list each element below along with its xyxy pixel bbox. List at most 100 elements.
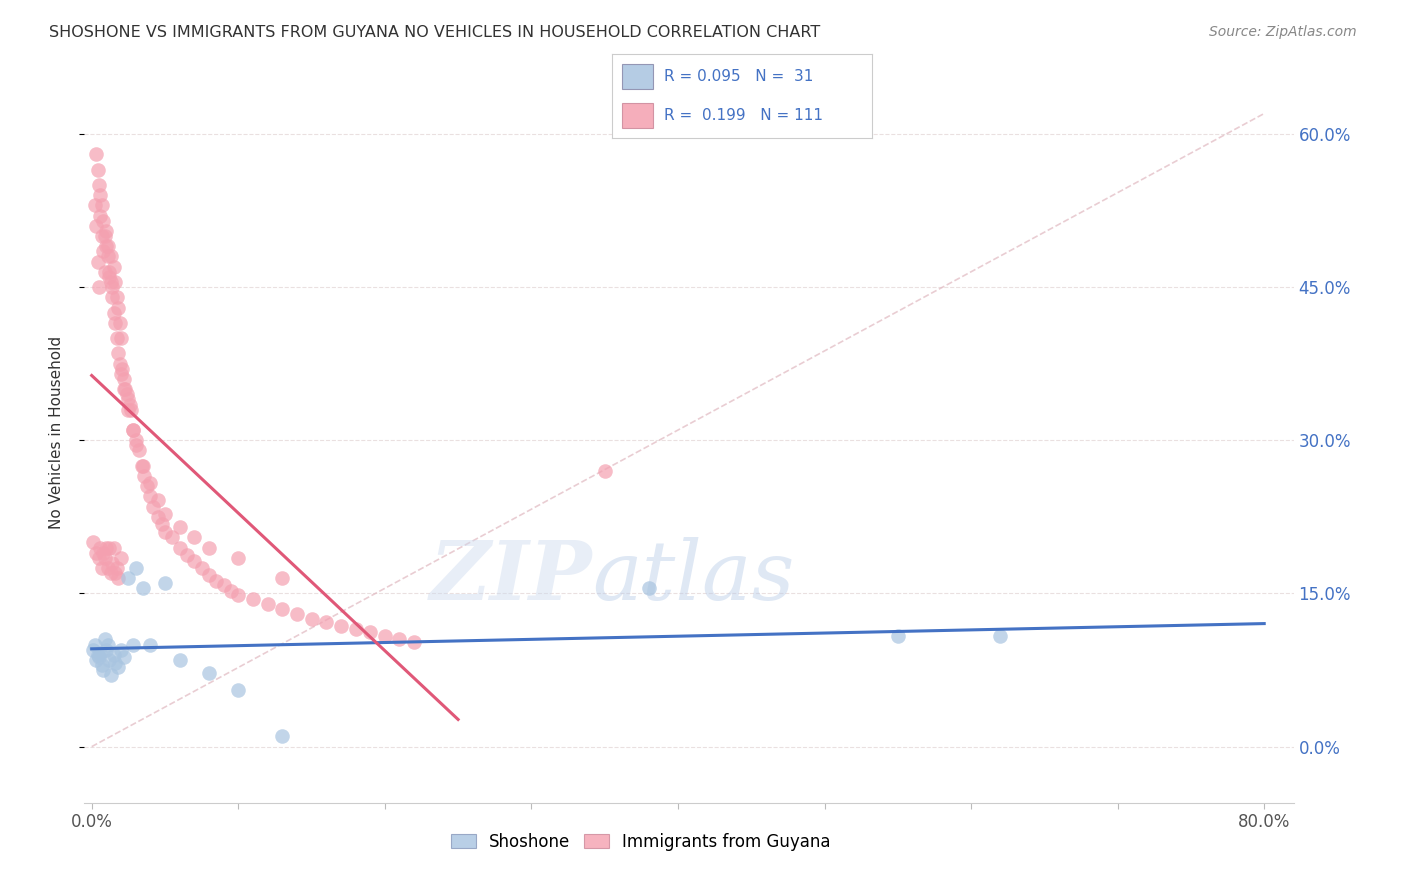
Point — [139, 490, 162, 504]
Point — [344, 622, 367, 636]
Point — [593, 464, 616, 478]
Point — [100, 566, 122, 580]
Point — [94, 229, 117, 244]
Point — [124, 434, 146, 448]
Point — [226, 550, 249, 565]
Point — [219, 584, 242, 599]
Point — [226, 589, 249, 603]
Point — [104, 566, 127, 580]
Point — [146, 492, 169, 507]
Point — [108, 316, 131, 330]
Point — [226, 683, 249, 698]
Point — [98, 541, 121, 555]
Point — [271, 730, 294, 744]
Point — [183, 554, 205, 568]
FancyBboxPatch shape — [621, 63, 654, 89]
Point — [142, 500, 165, 514]
Point — [198, 541, 221, 555]
Point — [374, 629, 396, 643]
Point — [104, 316, 127, 330]
Point — [112, 372, 135, 386]
Point — [146, 509, 169, 524]
Text: SHOSHONE VS IMMIGRANTS FROM GUYANA NO VEHICLES IN HOUSEHOLD CORRELATION CHART: SHOSHONE VS IMMIGRANTS FROM GUYANA NO VE… — [49, 25, 821, 40]
Point — [89, 209, 111, 223]
Point — [162, 530, 184, 544]
Point — [87, 649, 110, 664]
Point — [271, 601, 294, 615]
Point — [169, 653, 191, 667]
Point — [87, 280, 110, 294]
Text: Source: ZipAtlas.com: Source: ZipAtlas.com — [1209, 25, 1357, 39]
Point — [84, 546, 107, 560]
Point — [315, 615, 337, 629]
Point — [117, 571, 139, 585]
Point — [329, 619, 352, 633]
Point — [108, 357, 131, 371]
Point — [100, 668, 122, 682]
Point — [139, 476, 162, 491]
Point — [242, 591, 264, 606]
Point — [990, 629, 1012, 643]
Point — [107, 660, 129, 674]
Point — [153, 507, 176, 521]
Point — [93, 663, 115, 677]
Point — [388, 632, 411, 647]
Point — [169, 520, 191, 534]
Point — [91, 198, 114, 212]
Y-axis label: No Vehicles in Household: No Vehicles in Household — [49, 336, 63, 529]
Point — [153, 525, 176, 540]
Point — [96, 642, 118, 657]
Point — [105, 561, 128, 575]
Point — [121, 423, 143, 437]
Point — [101, 290, 124, 304]
Point — [190, 561, 212, 575]
Point — [94, 265, 117, 279]
Point — [83, 198, 105, 212]
Point — [120, 402, 142, 417]
Point — [94, 632, 117, 647]
Point — [89, 541, 111, 555]
Point — [98, 653, 121, 667]
Point — [96, 239, 118, 253]
Point — [887, 629, 910, 643]
Point — [87, 550, 110, 565]
Point — [198, 666, 221, 681]
Point — [97, 239, 120, 253]
Point — [176, 548, 198, 562]
Point — [114, 382, 136, 396]
Point — [153, 576, 176, 591]
Point — [136, 479, 159, 493]
Point — [134, 469, 156, 483]
Text: atlas: atlas — [592, 537, 794, 617]
Point — [117, 402, 139, 417]
FancyBboxPatch shape — [621, 103, 654, 128]
Point — [93, 546, 115, 560]
Point — [101, 280, 124, 294]
Point — [105, 331, 128, 345]
Point — [183, 530, 205, 544]
Point — [112, 649, 135, 664]
Point — [101, 556, 124, 570]
Point — [256, 597, 278, 611]
Point — [91, 657, 114, 672]
Point — [110, 642, 132, 657]
Point — [131, 458, 153, 473]
Point — [115, 387, 138, 401]
Point — [132, 458, 155, 473]
Text: R =  0.199   N = 111: R = 0.199 N = 111 — [664, 108, 823, 123]
Point — [87, 178, 110, 192]
Point — [84, 653, 107, 667]
Point — [97, 250, 120, 264]
Point — [93, 213, 115, 227]
Point — [84, 219, 107, 233]
Point — [103, 541, 125, 555]
Point — [104, 656, 127, 670]
Point — [139, 638, 162, 652]
Point — [121, 423, 143, 437]
Point — [91, 561, 114, 575]
Point — [97, 561, 120, 575]
Point — [359, 625, 381, 640]
Point — [98, 265, 121, 279]
Legend: Shoshone, Immigrants from Guyana: Shoshone, Immigrants from Guyana — [444, 826, 837, 857]
Point — [637, 582, 659, 596]
